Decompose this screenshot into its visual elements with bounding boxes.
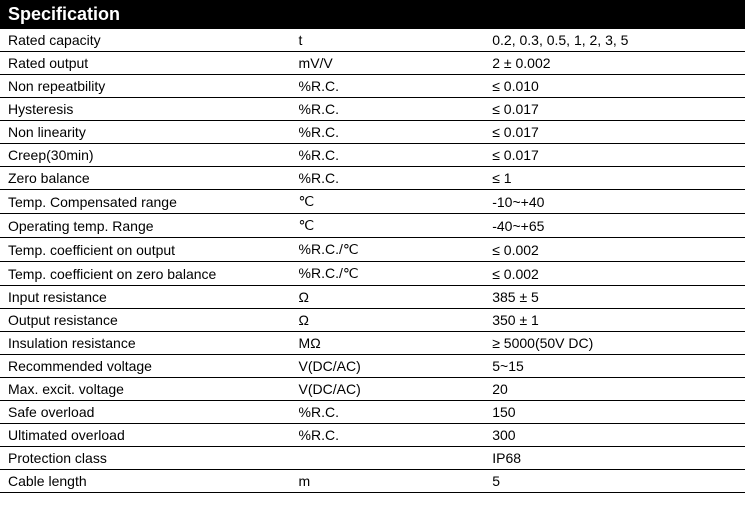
table-row: Zero balance%R.C.≤ 1 — [0, 167, 745, 190]
param-cell: Rated capacity — [0, 29, 291, 52]
table-row: Creep(30min)%R.C.≤ 0.017 — [0, 144, 745, 167]
value-cell: 150 — [484, 401, 745, 424]
param-cell: Non linearity — [0, 121, 291, 144]
table-row: Non repeatbility%R.C.≤ 0.010 — [0, 75, 745, 98]
value-cell: ≤ 0.017 — [484, 121, 745, 144]
unit-cell: %R.C. — [291, 144, 485, 167]
param-cell: Insulation resistance — [0, 332, 291, 355]
spec-header-row: Specification — [0, 0, 745, 29]
table-row: Operating temp. Range℃-40~+65 — [0, 214, 745, 238]
table-row: Insulation resistanceMΩ≥ 5000(50V DC) — [0, 332, 745, 355]
value-cell: ≤ 0.017 — [484, 144, 745, 167]
param-cell: Temp. Compensated range — [0, 190, 291, 214]
param-cell: Output resistance — [0, 309, 291, 332]
unit-cell — [291, 447, 485, 470]
table-row: Temp. coefficient on zero balance%R.C./℃… — [0, 262, 745, 286]
unit-cell: Ω — [291, 309, 485, 332]
unit-cell: %R.C. — [291, 121, 485, 144]
unit-cell: %R.C. — [291, 424, 485, 447]
spec-tbody: Specification Rated capacityt0.2, 0.3, 0… — [0, 0, 745, 493]
param-cell: Max. excit. voltage — [0, 378, 291, 401]
value-cell: 2 ± 0.002 — [484, 52, 745, 75]
param-cell: Safe overload — [0, 401, 291, 424]
value-cell: 350 ± 1 — [484, 309, 745, 332]
value-cell: 5~15 — [484, 355, 745, 378]
table-row: Temp. coefficient on output%R.C./℃≤ 0.00… — [0, 238, 745, 262]
param-cell: Input resistance — [0, 286, 291, 309]
value-cell: ≤ 0.010 — [484, 75, 745, 98]
param-cell: Temp. coefficient on output — [0, 238, 291, 262]
value-cell: IP68 — [484, 447, 745, 470]
spec-header-cell: Specification — [0, 0, 745, 29]
table-row: Max. excit. voltageV(DC/AC)20 — [0, 378, 745, 401]
value-cell: -10~+40 — [484, 190, 745, 214]
value-cell: 385 ± 5 — [484, 286, 745, 309]
unit-cell: %R.C. — [291, 98, 485, 121]
table-row: Rated outputmV/V2 ± 0.002 — [0, 52, 745, 75]
table-row: Rated capacityt0.2, 0.3, 0.5, 1, 2, 3, 5 — [0, 29, 745, 52]
unit-cell: ℃ — [291, 214, 485, 238]
param-cell: Creep(30min) — [0, 144, 291, 167]
value-cell: ≤ 0.002 — [484, 262, 745, 286]
table-row: Recommended voltageV(DC/AC)5~15 — [0, 355, 745, 378]
specification-table: Specification Rated capacityt0.2, 0.3, 0… — [0, 0, 745, 493]
unit-cell: t — [291, 29, 485, 52]
param-cell: Zero balance — [0, 167, 291, 190]
unit-cell: Ω — [291, 286, 485, 309]
value-cell: -40~+65 — [484, 214, 745, 238]
param-cell: Non repeatbility — [0, 75, 291, 98]
value-cell: ≤ 0.002 — [484, 238, 745, 262]
param-cell: Recommended voltage — [0, 355, 291, 378]
param-cell: Protection class — [0, 447, 291, 470]
unit-cell: V(DC/AC) — [291, 378, 485, 401]
value-cell: ≤ 1 — [484, 167, 745, 190]
value-cell: 5 — [484, 470, 745, 493]
table-row: Ultimated overload%R.C.300 — [0, 424, 745, 447]
unit-cell: %R.C. — [291, 167, 485, 190]
unit-cell: %R.C./℃ — [291, 262, 485, 286]
table-row: Input resistanceΩ385 ± 5 — [0, 286, 745, 309]
table-row: Temp. Compensated range℃-10~+40 — [0, 190, 745, 214]
value-cell: ≥ 5000(50V DC) — [484, 332, 745, 355]
param-cell: Hysteresis — [0, 98, 291, 121]
param-cell: Ultimated overload — [0, 424, 291, 447]
unit-cell: m — [291, 470, 485, 493]
table-row: Protection class IP68 — [0, 447, 745, 470]
table-row: Safe overload%R.C.150 — [0, 401, 745, 424]
param-cell: Operating temp. Range — [0, 214, 291, 238]
unit-cell: V(DC/AC) — [291, 355, 485, 378]
param-cell: Temp. coefficient on zero balance — [0, 262, 291, 286]
param-cell: Rated output — [0, 52, 291, 75]
value-cell: 20 — [484, 378, 745, 401]
unit-cell: %R.C./℃ — [291, 238, 485, 262]
param-cell: Cable length — [0, 470, 291, 493]
unit-cell: mV/V — [291, 52, 485, 75]
unit-cell: ℃ — [291, 190, 485, 214]
value-cell: 300 — [484, 424, 745, 447]
value-cell: ≤ 0.017 — [484, 98, 745, 121]
value-cell: 0.2, 0.3, 0.5, 1, 2, 3, 5 — [484, 29, 745, 52]
table-row: Hysteresis%R.C.≤ 0.017 — [0, 98, 745, 121]
table-row: Output resistanceΩ350 ± 1 — [0, 309, 745, 332]
unit-cell: %R.C. — [291, 401, 485, 424]
table-row: Non linearity%R.C.≤ 0.017 — [0, 121, 745, 144]
unit-cell: %R.C. — [291, 75, 485, 98]
table-row: Cable lengthm5 — [0, 470, 745, 493]
unit-cell: MΩ — [291, 332, 485, 355]
